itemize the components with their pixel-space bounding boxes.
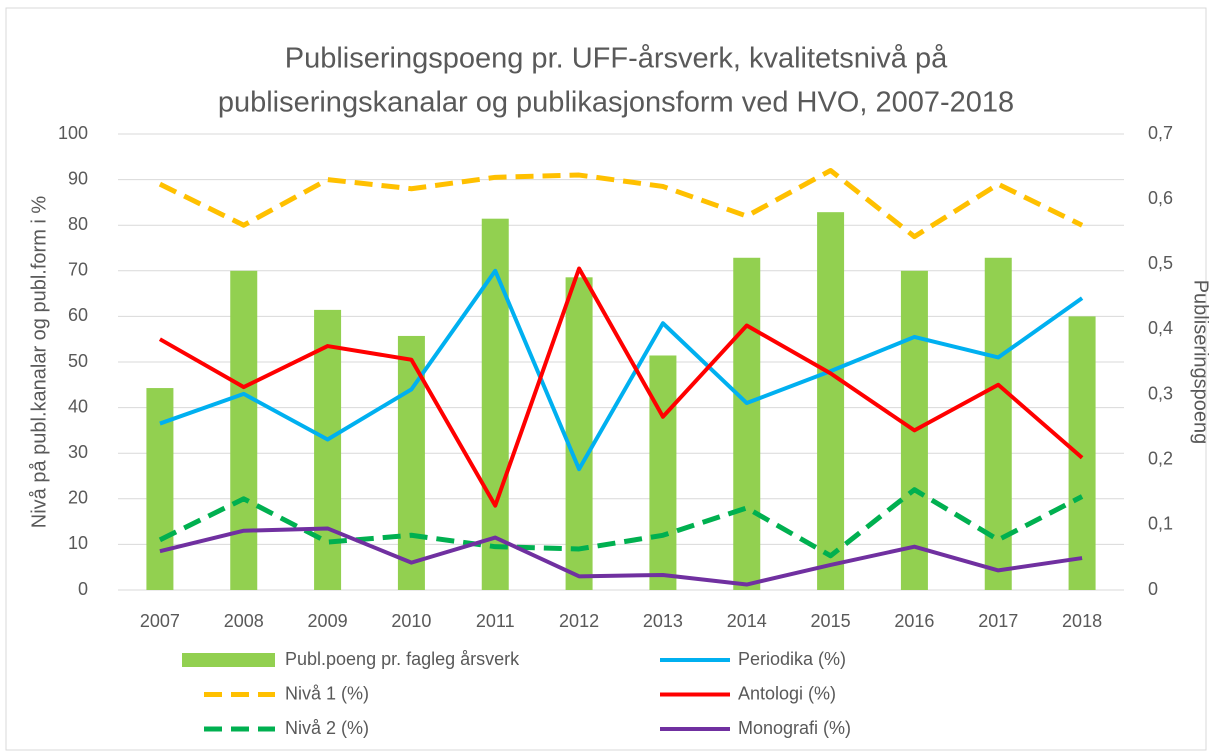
x-tick-label: 2007 <box>140 611 180 631</box>
x-tick-label: 2014 <box>727 611 767 631</box>
x-tick-label: 2013 <box>643 611 683 631</box>
y-tick-label: 40 <box>68 396 88 416</box>
y-tick-label: 80 <box>68 214 88 234</box>
legend-label: Publ.poeng pr. fagleg årsverk <box>285 649 520 669</box>
legend-label: Nivå 1 (%) <box>285 683 369 703</box>
bar <box>817 212 845 590</box>
y-tick-label: 0 <box>78 579 88 599</box>
bar <box>649 355 677 590</box>
line-series <box>158 266 1084 508</box>
chart-title: publiseringskanalar og publikasjonsform … <box>218 87 1014 119</box>
legend-label: Antologi (%) <box>738 683 836 703</box>
line-series <box>158 487 1084 559</box>
line-series <box>159 268 1084 472</box>
chart-border <box>5 7 1207 751</box>
y-tick-label: 100 <box>58 123 88 143</box>
x-tick-label: 2017 <box>978 611 1018 631</box>
bar <box>230 270 258 590</box>
y-tick-label: 60 <box>68 305 88 325</box>
y-tick-label: 20 <box>68 488 88 508</box>
x-tick-label: 2008 <box>224 611 264 631</box>
legend-swatch <box>182 653 275 667</box>
y2-tick-label: 0,5 <box>1148 253 1173 273</box>
x-tick-label: 2016 <box>894 611 934 631</box>
x-tick-label: 2012 <box>559 611 599 631</box>
y-tick-label: 90 <box>68 168 88 188</box>
legend-label: Monografi (%) <box>738 718 851 738</box>
y-axis-label: Nivå på publ.kanalar og publ.form i % <box>28 196 50 529</box>
bar <box>1068 316 1096 590</box>
y2-tick-label: 0,2 <box>1148 448 1173 468</box>
legend-label: Nivå 2 (%) <box>285 718 369 738</box>
y-tick-label: 30 <box>68 442 88 462</box>
x-tick-label: 2015 <box>811 611 851 631</box>
bar <box>984 257 1012 590</box>
x-tick-label: 2011 <box>476 611 515 631</box>
y2-tick-label: 0 <box>1148 579 1158 599</box>
bar <box>733 257 761 590</box>
y2-tick-label: 0,7 <box>1148 123 1173 143</box>
legend-label: Periodika (%) <box>738 649 846 669</box>
chart-title: Publiseringspoeng pr. UFF-årsverk, kvali… <box>285 43 948 75</box>
x-tick-label: 2018 <box>1062 611 1102 631</box>
y2-tick-label: 0,3 <box>1148 383 1173 403</box>
line-series <box>159 526 1083 587</box>
x-tick-label: 2009 <box>308 611 348 631</box>
y2-tick-label: 0,4 <box>1148 318 1173 338</box>
x-tick-label: 2010 <box>391 611 431 631</box>
bar <box>565 277 593 590</box>
y2-axis-label: Publiseringspoeng <box>1190 280 1209 445</box>
y-tick-label: 10 <box>68 533 88 553</box>
y2-tick-label: 0,1 <box>1148 514 1173 534</box>
y-tick-label: 70 <box>68 260 88 280</box>
y-tick-label: 50 <box>68 351 88 371</box>
y2-tick-label: 0,6 <box>1148 188 1173 208</box>
line-series <box>158 167 1084 240</box>
